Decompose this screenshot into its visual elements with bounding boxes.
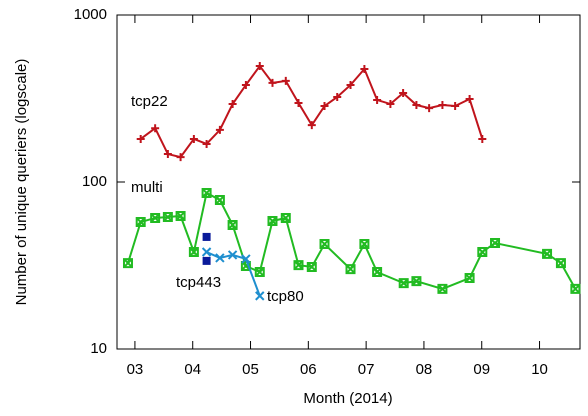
marker: [255, 62, 264, 71]
marker: [135, 217, 146, 228]
marker: [411, 276, 422, 287]
marker: [175, 210, 186, 221]
series-label: tcp22: [131, 93, 168, 110]
marker: [281, 76, 290, 85]
marker: [188, 246, 199, 257]
marker: [228, 100, 237, 109]
marker: [136, 134, 145, 143]
marker: [333, 92, 342, 101]
marker: [202, 139, 211, 148]
marker: [254, 267, 265, 278]
marker: [478, 134, 487, 143]
marker: [202, 256, 211, 265]
marker: [359, 239, 370, 250]
series-label: tcp80: [267, 288, 304, 305]
marker: [189, 134, 198, 143]
marker: [268, 78, 277, 87]
marker: [176, 153, 185, 162]
marker: [241, 254, 251, 264]
marker: [201, 187, 212, 198]
marker: [477, 246, 488, 257]
marker: [214, 195, 225, 206]
marker: [570, 283, 581, 294]
marker: [542, 248, 553, 259]
marker: [151, 124, 160, 133]
marker: [464, 273, 475, 284]
marker: [451, 102, 460, 111]
y-tick-label: 1000: [74, 6, 107, 23]
marker: [150, 212, 161, 223]
marker: [255, 291, 265, 301]
plot-frame: [116, 14, 581, 350]
marker: [306, 261, 317, 272]
marker: [346, 80, 355, 89]
marker: [215, 125, 224, 134]
marker: [320, 102, 329, 111]
series-line: [127, 191, 577, 290]
marker: [386, 100, 395, 109]
marker: [267, 216, 278, 227]
marker: [372, 267, 383, 278]
y-tick-label: 100: [82, 173, 107, 190]
y-tick-label: 10: [90, 340, 107, 357]
marker: [319, 239, 330, 250]
x-tick-label: 05: [242, 361, 259, 378]
marker: [425, 104, 434, 113]
marker: [307, 121, 316, 130]
x-tick-label: 03: [127, 361, 144, 378]
y-axis-label: Number of unique queriers (logscale): [13, 59, 30, 306]
marker: [412, 101, 421, 110]
series-label: multi: [131, 179, 163, 196]
marker: [398, 278, 409, 289]
marker: [215, 253, 225, 263]
marker: [122, 258, 133, 269]
x-tick-label: 04: [184, 361, 201, 378]
series-label: tcp443: [176, 274, 221, 291]
marker: [201, 247, 212, 257]
x-tick-label: 06: [300, 361, 317, 378]
marker: [280, 212, 291, 223]
marker: [293, 260, 304, 271]
marker: [227, 250, 238, 260]
marker: [241, 80, 250, 89]
marker: [345, 264, 356, 275]
marker: [555, 258, 566, 269]
marker: [202, 232, 211, 241]
marker: [399, 89, 408, 98]
marker: [162, 212, 173, 223]
x-tick-label: 08: [416, 361, 433, 378]
marker: [360, 64, 369, 73]
marker: [163, 150, 172, 159]
marker: [294, 99, 303, 108]
series-line: [140, 64, 484, 159]
marker: [227, 219, 238, 230]
marker: [490, 238, 501, 249]
x-tick-label: 09: [473, 361, 490, 378]
x-tick-label: 10: [531, 361, 548, 378]
marker: [438, 101, 447, 110]
x-tick-label: 07: [358, 361, 375, 378]
marker: [437, 283, 448, 294]
x-axis-label: Month (2014): [303, 390, 392, 407]
marker: [373, 95, 382, 104]
marker: [465, 95, 474, 104]
